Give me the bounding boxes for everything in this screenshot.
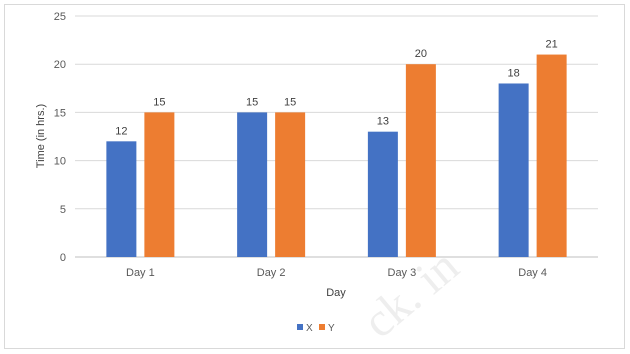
x-tick-label: Day 2: [257, 267, 286, 279]
bar-y-1: [144, 112, 175, 258]
data-label: 21: [546, 39, 558, 51]
data-label: 18: [508, 67, 520, 79]
bars: [106, 54, 567, 258]
data-label: 20: [415, 48, 427, 60]
y-tick-label: 20: [54, 59, 66, 71]
x-axis-title: Day: [326, 287, 346, 299]
bar-y-3: [405, 64, 436, 257]
y-tick-label: 25: [54, 11, 66, 23]
y-tick-label: 15: [54, 107, 66, 119]
data-label: 15: [153, 96, 165, 108]
data-label: 15: [284, 96, 296, 108]
bar-x-3: [367, 131, 398, 257]
y-tick-label: 0: [60, 252, 66, 264]
x-axis-ticks: Day 1 Day 2 Day 3 Day 4: [126, 267, 547, 279]
data-label: 13: [377, 116, 389, 128]
y-tick-label: 5: [60, 204, 66, 216]
y-axis-ticks: 0 5 10 15 20 25: [54, 11, 66, 264]
legend-label: X: [306, 323, 313, 334]
x-tick-label: Day 4: [518, 267, 547, 279]
x-tick-label: Day 3: [388, 267, 417, 279]
x-tick-label: Day 1: [126, 267, 155, 279]
y-axis-title: Time (in hrs.): [35, 104, 47, 168]
data-label: 12: [115, 125, 127, 137]
bar-y-4: [536, 54, 567, 258]
data-labels: 12 15 15 15 13 20 18 21: [115, 39, 558, 138]
bar-x-4: [498, 83, 529, 257]
y-tick-label: 10: [54, 156, 66, 168]
bar-y-2: [275, 112, 306, 258]
legend-label: Y: [328, 323, 335, 334]
bar-x-1: [106, 141, 137, 257]
data-label: 15: [246, 96, 258, 108]
bar-x-2: [237, 112, 268, 258]
legend-swatch-x: [297, 324, 303, 330]
legend-swatch-y: [319, 324, 325, 330]
